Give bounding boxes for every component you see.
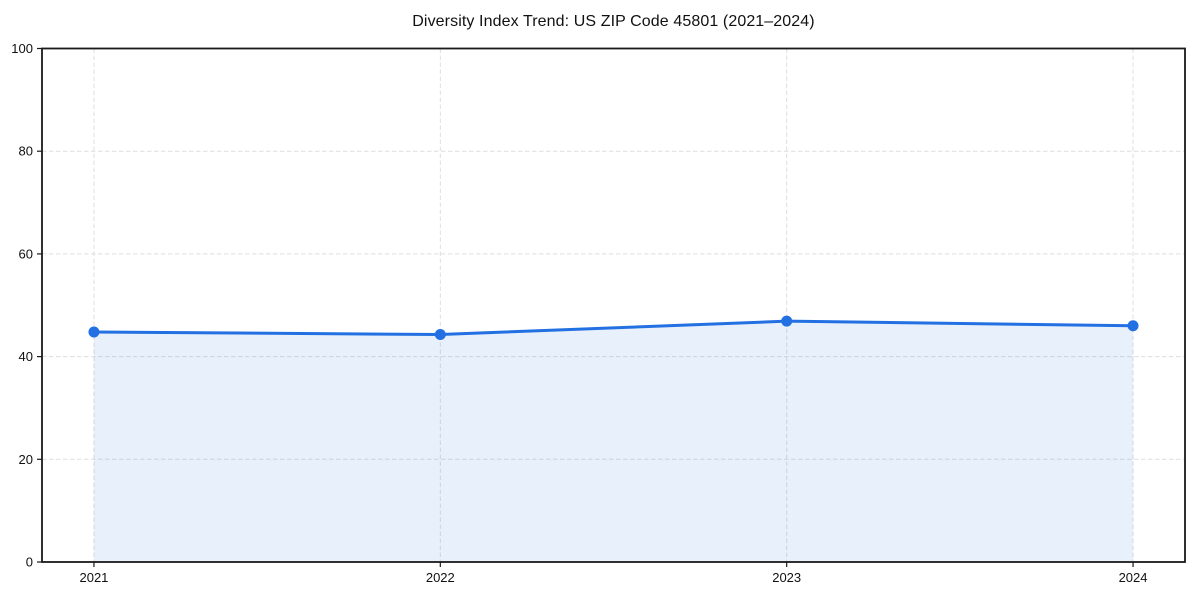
chart-title: Diversity Index Trend: US ZIP Code 45801…	[412, 13, 815, 30]
y-axis-tick-label: 60	[19, 246, 33, 261]
x-axis-tick-label: 2024	[1119, 570, 1148, 585]
y-axis-tick-label: 40	[19, 349, 33, 364]
y-axis-tick-label: 100	[11, 41, 33, 56]
x-axis-tick-label: 2021	[79, 570, 108, 585]
y-axis-tick-label: 0	[26, 555, 33, 570]
series-line	[92, 319, 1135, 337]
y-axis-tick-label: 80	[19, 144, 33, 159]
data-point-marker	[88, 326, 100, 338]
data-point-marker	[781, 315, 793, 327]
plot-border	[41, 47, 1186, 563]
x-axis-tick-label: 2023	[772, 570, 801, 585]
data-point-marker	[1127, 320, 1139, 332]
data-point-marker	[434, 329, 446, 341]
area-fill	[93, 321, 1134, 562]
y-axis-tick-label: 20	[19, 452, 33, 467]
x-axis-tick-label: 2022	[426, 570, 455, 585]
